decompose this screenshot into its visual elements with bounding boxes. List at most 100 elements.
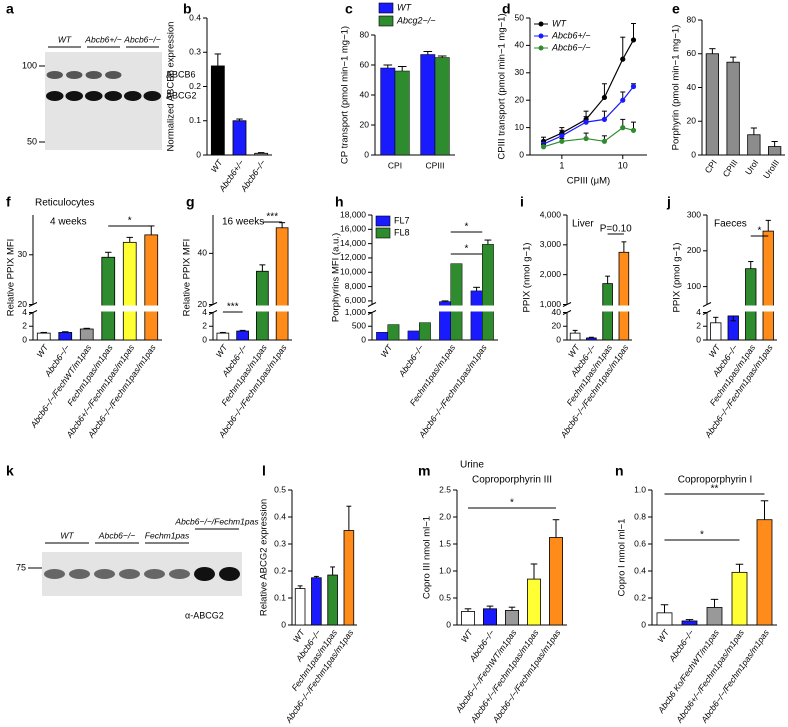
- y-tick-label: 2.0: [439, 511, 451, 521]
- y-tick-label: 0: [196, 149, 201, 159]
- y-tick-label: 14,000: [340, 238, 366, 248]
- y-tick-label: 0: [22, 334, 27, 344]
- y-axis-label: CP transport (pmol min−1 mg−1): [340, 26, 351, 164]
- legend-label: FL7: [394, 215, 410, 225]
- legend-marker: [538, 33, 544, 39]
- significance-label: *: [128, 216, 132, 227]
- y-tick-label: 0: [519, 149, 524, 159]
- y-axis-label: Relative PPIX MFI: [182, 239, 193, 317]
- x-tick-label: CPIII: [721, 158, 740, 179]
- panel-label: e: [672, 1, 680, 17]
- y-tick-label: 60: [360, 59, 370, 69]
- y-tick-label: 300: [687, 209, 701, 219]
- x-tick-label: UroIII: [761, 158, 781, 181]
- bar: [419, 322, 431, 341]
- y-tick-label: 2.5: [439, 484, 451, 494]
- break-mark: [208, 310, 218, 315]
- bar: [756, 519, 773, 626]
- bar: [482, 608, 497, 626]
- bar: [705, 53, 720, 156]
- band: [66, 71, 83, 79]
- legend-swatch: [378, 15, 394, 27]
- x-tick-label: UroI: [743, 158, 760, 177]
- axis-break: [27, 305, 164, 312]
- y-tick-label: 0.4: [189, 12, 201, 22]
- legend-swatch: [375, 227, 391, 239]
- legend-marker: [538, 45, 544, 51]
- y-tick-label: 0.8: [634, 511, 646, 521]
- y-tick-label: 0.1: [274, 592, 286, 602]
- panel-label: g: [186, 194, 195, 210]
- significance-label: ***: [266, 212, 278, 223]
- point: [583, 135, 589, 142]
- bar: [144, 234, 159, 341]
- y-tick-label: 0.5: [439, 592, 451, 602]
- marker-label: 75: [16, 562, 26, 572]
- y-axis-label: Porphyrin (pmol min−1 mg−1): [671, 25, 682, 151]
- break-mark: [367, 302, 377, 307]
- y-tick-label: 10: [515, 122, 525, 132]
- bar: [343, 530, 355, 626]
- marker-label: 50: [27, 136, 37, 146]
- y-tick-label: 0: [696, 334, 701, 344]
- bar: [275, 227, 289, 341]
- bar: [122, 241, 137, 341]
- y-axis-label: Copro I nmol ml−1: [617, 519, 628, 597]
- bar: [79, 328, 94, 341]
- bar: [586, 337, 597, 341]
- group-label: Abcb6−/−/Fechm1pas: [174, 516, 259, 526]
- y-tick-label: 20: [515, 94, 525, 104]
- y-tick-label: 40: [198, 248, 208, 258]
- band: [119, 569, 140, 579]
- point: [601, 138, 608, 144]
- bar: [101, 256, 116, 341]
- y-tick-label: 500: [352, 321, 366, 331]
- chart-subtitle: Urine: [460, 460, 484, 471]
- x-tick-label: WT: [459, 627, 475, 644]
- panel-label: n: [615, 463, 624, 479]
- bar: [36, 332, 51, 341]
- y-tick-label: 2: [22, 321, 27, 331]
- point: [630, 127, 637, 133]
- x-tick-label: WT: [214, 342, 230, 359]
- bar: [504, 610, 519, 626]
- chart-title: Liver: [572, 219, 594, 230]
- x-tick-label: WT: [655, 627, 671, 644]
- x-tick-label: Abcb6−/−: [396, 343, 426, 379]
- bar: [731, 571, 748, 626]
- y-tick-label: 0.5: [274, 484, 286, 494]
- y-tick-label: 0: [202, 334, 207, 344]
- y-tick-label: 30: [515, 67, 525, 77]
- bar: [394, 70, 410, 156]
- y-tick-label: 0: [556, 334, 561, 344]
- band-label: ABCG2: [166, 90, 197, 100]
- chart-title: Faeces: [714, 219, 747, 230]
- legend-label: Abcb6−/−: [551, 42, 591, 52]
- bar: [380, 67, 396, 156]
- bar: [327, 574, 338, 626]
- group-label: Abcb6−/−: [123, 34, 160, 44]
- break-mark: [208, 302, 218, 307]
- bar: [710, 322, 722, 341]
- break-mark: [702, 310, 712, 315]
- bar: [706, 607, 723, 626]
- y-axis-label: Copro III nmol ml−1: [422, 516, 433, 599]
- y-tick-label: 0: [281, 619, 286, 629]
- band: [85, 71, 102, 79]
- break-mark: [562, 310, 572, 315]
- axis-break: [366, 305, 500, 312]
- y-tick-label: 30: [18, 249, 28, 259]
- y-tick-label: 20: [18, 299, 28, 309]
- y-axis-label: Relative ABCG2 expression: [259, 499, 270, 616]
- y-axis-label: CPIII transport (pmol min−1 mg−1): [497, 13, 508, 159]
- y-tick-label: 18,000: [340, 209, 366, 219]
- point: [583, 119, 589, 125]
- y-tick-label: 0.1: [189, 115, 201, 125]
- chart-title: Reticulocytes: [35, 198, 94, 209]
- x-tick-label: CPIII: [426, 160, 445, 170]
- group-label: WT: [58, 34, 72, 44]
- band: [194, 567, 215, 581]
- x-tick-label: 10: [618, 160, 628, 170]
- point: [559, 133, 565, 139]
- group-label: Abcb6−/−: [98, 530, 135, 540]
